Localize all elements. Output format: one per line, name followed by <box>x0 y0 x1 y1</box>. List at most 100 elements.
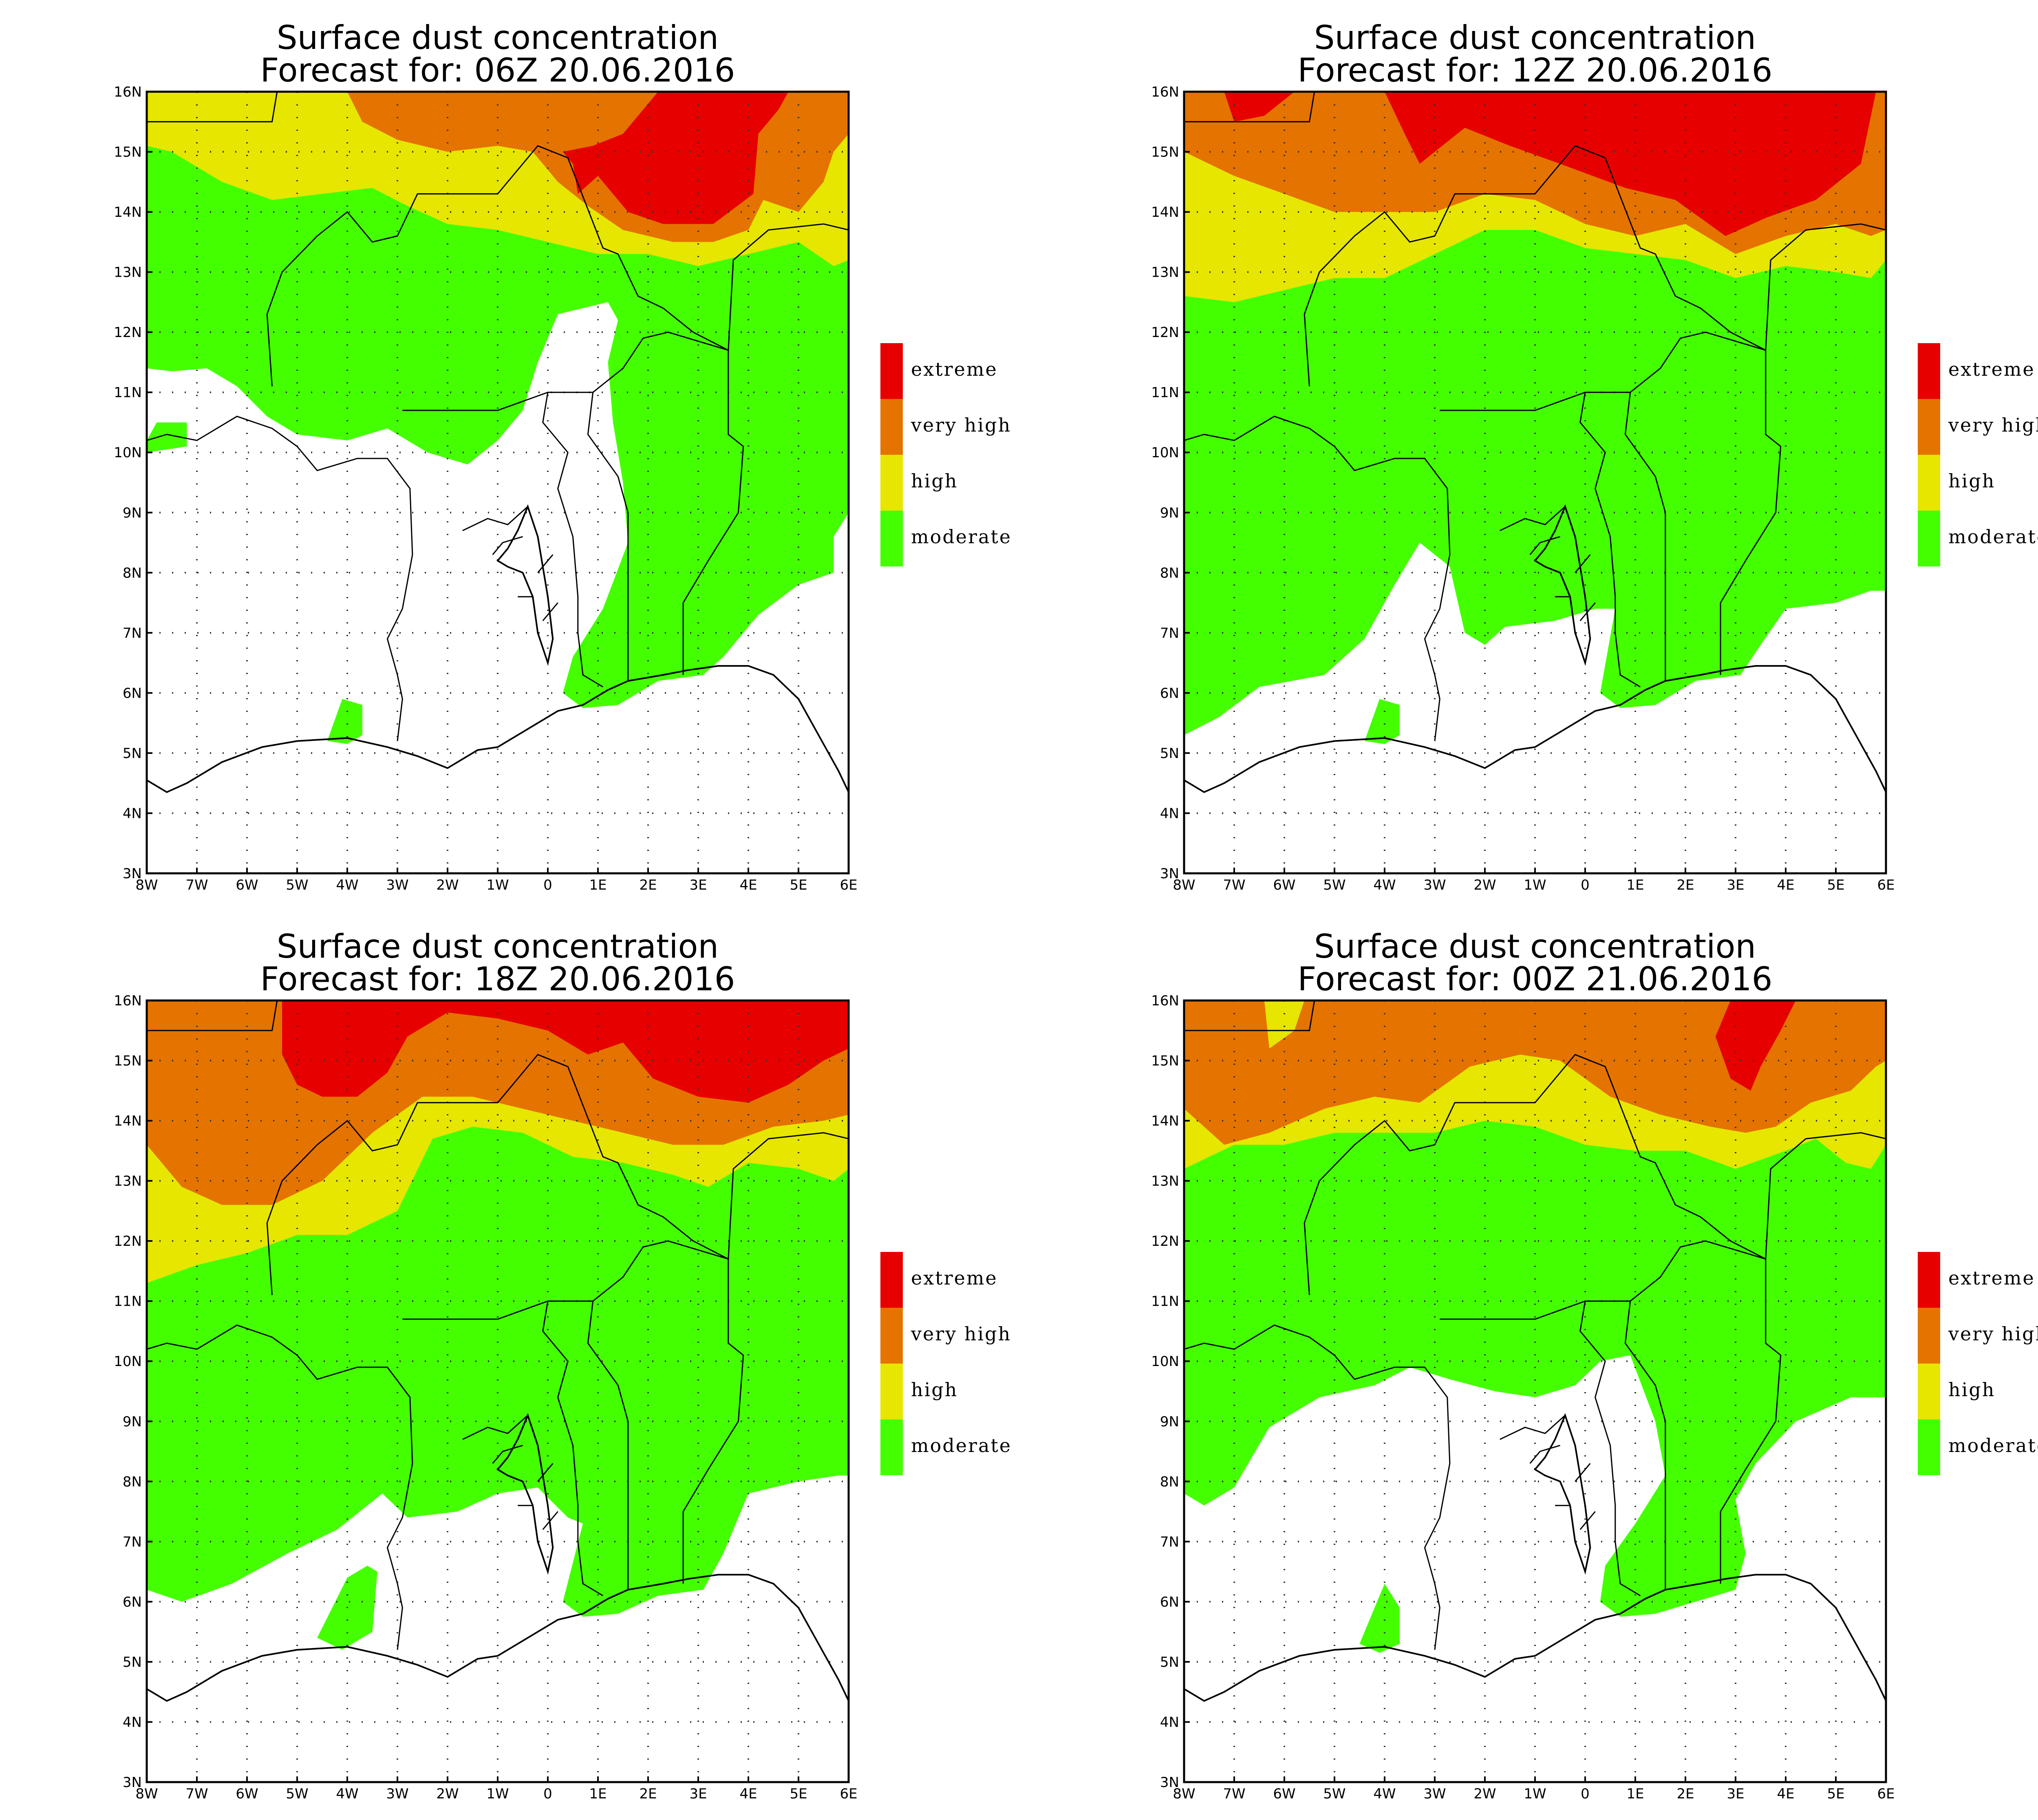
coastline <box>147 665 849 793</box>
x-tick-label: 1W <box>486 1786 509 1802</box>
x-tick-label: 0 <box>543 877 552 893</box>
coastline <box>1184 1574 1886 1702</box>
contour-extreme <box>1385 92 1876 236</box>
lake-arm <box>542 1511 558 1530</box>
lake-arm <box>492 536 523 555</box>
legend-label: moderate <box>1948 1434 2038 1456</box>
country-border <box>402 331 744 675</box>
y-tick-label: 16N <box>1151 993 1179 1009</box>
x-tick-label: 2E <box>639 877 657 893</box>
x-tick-label: 1W <box>1524 877 1546 893</box>
y-tick-label: 5N <box>1160 745 1179 762</box>
y-tick-label: 6N <box>1160 1594 1179 1610</box>
contour-moderate <box>1364 699 1400 744</box>
lake-volta <box>1533 504 1591 666</box>
x-tick-label: 3E <box>689 1786 707 1802</box>
country-border <box>587 1301 629 1590</box>
y-tick-label: 13N <box>1151 1173 1179 1190</box>
x-tick-label: 8W <box>1173 877 1195 893</box>
x-tick-label: 7W <box>185 877 208 893</box>
legend-swatch <box>1918 343 1940 399</box>
contour-extreme <box>562 92 789 224</box>
lake-arm <box>462 506 528 531</box>
y-tick-label: 3N <box>1160 866 1179 882</box>
y-tick-label: 8N <box>1160 565 1179 581</box>
x-tick-label: 2E <box>1676 1786 1694 1802</box>
x-tick-label: 6W <box>236 877 258 893</box>
y-tick-label: 11N <box>114 1293 142 1310</box>
panel-title: Surface dust concentration <box>1314 19 1756 57</box>
country-border <box>1579 392 1641 687</box>
x-tick-label: 4E <box>739 1786 757 1802</box>
country-border <box>147 1324 413 1650</box>
legend-label: very high <box>1948 414 2038 436</box>
contour-very-high <box>1184 1000 1886 1145</box>
panel-subtitle: Forecast for: 18Z 20.06.2016 <box>260 960 735 998</box>
y-tick-label: 14N <box>114 1113 142 1129</box>
y-tick-label: 3N <box>123 1774 142 1791</box>
x-tick-label: 5E <box>790 877 807 893</box>
y-tick-label: 11N <box>114 385 142 401</box>
y-tick-label: 3N <box>1160 1774 1179 1791</box>
x-tick-label: 1E <box>1626 877 1644 893</box>
x-tick-label: 6E <box>840 1786 857 1802</box>
y-tick-label: 8N <box>123 565 142 581</box>
x-tick-label: 2E <box>1676 877 1694 893</box>
lake-arm <box>1529 1445 1560 1464</box>
legend-swatch <box>880 343 903 399</box>
lake-arm <box>537 1463 554 1482</box>
y-tick-label: 6N <box>123 685 142 701</box>
x-tick-label: 6W <box>1273 1786 1295 1802</box>
y-tick-label: 13N <box>114 1173 142 1190</box>
contour-high <box>1269 1000 1310 1043</box>
x-tick-label: 4E <box>739 877 757 893</box>
country-border <box>1184 92 1315 123</box>
y-tick-label: 15N <box>114 1053 142 1069</box>
y-tick-label: 5N <box>123 745 142 762</box>
y-tick-label: 9N <box>123 1414 142 1430</box>
x-tick-label: 1E <box>589 877 607 893</box>
country-border <box>1579 1301 1641 1596</box>
legend-swatch <box>880 1252 903 1308</box>
legend-swatch <box>880 1419 903 1475</box>
x-tick-label: 2W <box>1473 1786 1496 1802</box>
legend: extreme very high high moderate <box>880 1252 1010 1475</box>
y-tick-label: 3N <box>123 866 142 882</box>
y-tick-label: 8N <box>123 1474 142 1490</box>
x-tick-label: 4W <box>1373 877 1396 893</box>
y-tick-label: 6N <box>123 1594 142 1610</box>
legend-swatch <box>1918 455 1940 511</box>
y-tick-label: 5N <box>123 1654 142 1670</box>
y-tick-label: 16N <box>1151 84 1179 100</box>
plot-area <box>147 92 849 873</box>
y-tick-label: 5N <box>1160 1654 1179 1670</box>
country-border <box>542 1301 604 1596</box>
y-tick-label: 7N <box>123 625 142 641</box>
lake-arm <box>537 554 554 573</box>
country-border <box>1184 1324 1451 1650</box>
x-tick-label: 1E <box>1626 1786 1644 1802</box>
legend-swatch <box>880 1308 903 1364</box>
x-tick-label: 6W <box>236 1786 258 1802</box>
country-border <box>402 1240 744 1584</box>
y-tick-label: 9N <box>1160 1414 1179 1430</box>
country-border <box>1304 1054 1886 1296</box>
y-tick-label: 14N <box>1151 204 1179 220</box>
legend: extreme very high high moderate <box>880 343 1010 566</box>
country-border <box>542 392 604 687</box>
x-tick-label: 8W <box>135 877 158 893</box>
legend-label: moderate <box>1948 526 2038 548</box>
x-tick-label: 5W <box>1323 1786 1345 1802</box>
x-tick-label: 7W <box>1223 877 1245 893</box>
x-tick-label: 0 <box>1581 1786 1590 1802</box>
y-tick-label: 15N <box>114 144 142 161</box>
lake-volta <box>496 1413 554 1575</box>
x-tick-label: 4E <box>1777 877 1794 893</box>
x-tick-label: 2W <box>436 1786 459 1802</box>
panel-title: Surface dust concentration <box>1314 928 1756 965</box>
panel-subtitle: Forecast for: 00Z 21.06.2016 <box>1298 960 1773 998</box>
x-tick-label: 2E <box>639 1786 657 1802</box>
